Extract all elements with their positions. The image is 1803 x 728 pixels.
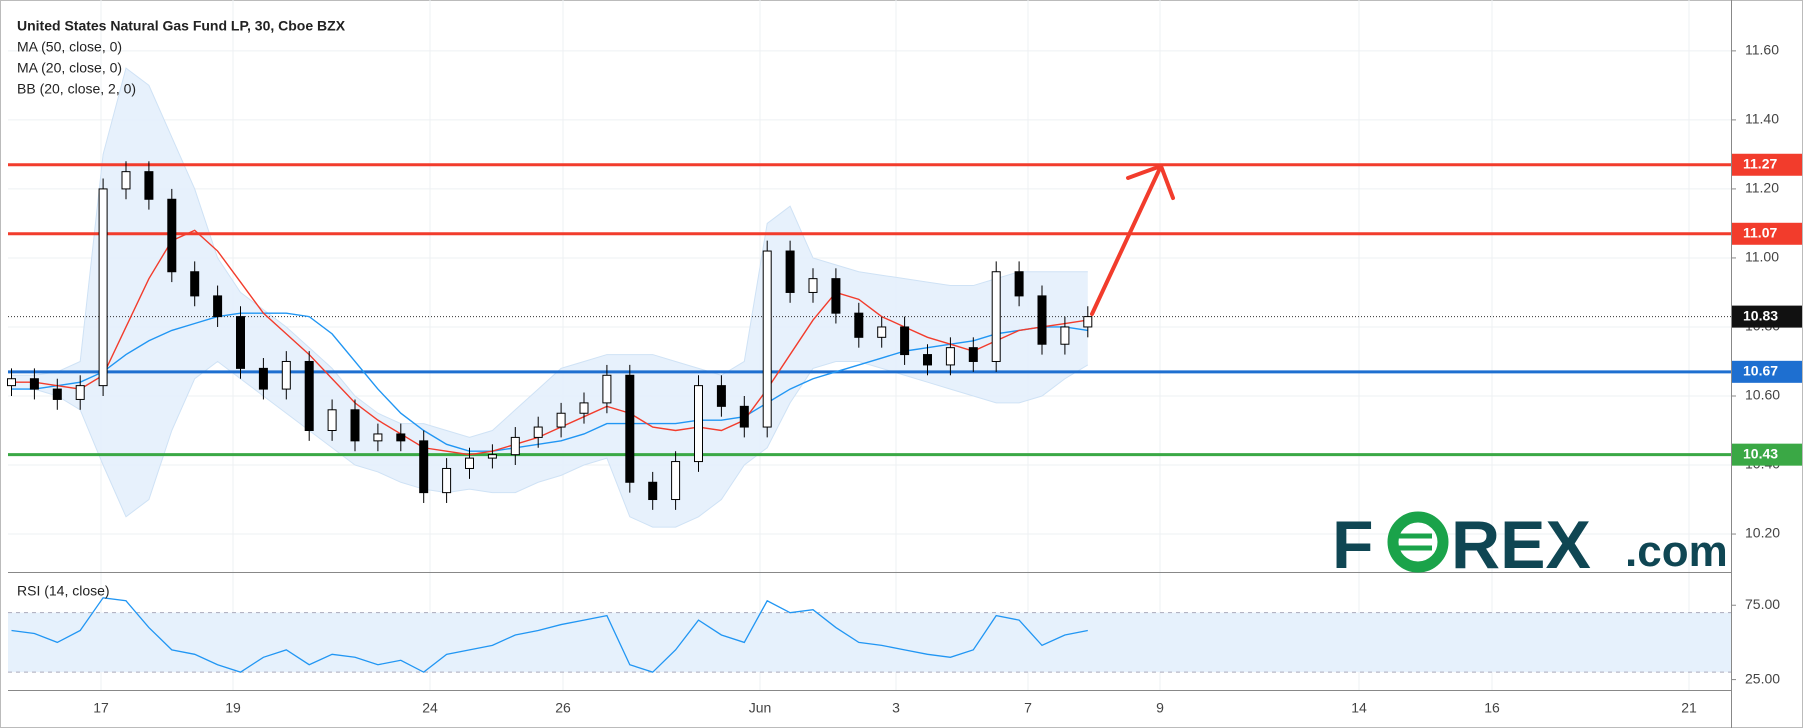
candle-body bbox=[281, 360, 291, 390]
candle-body bbox=[739, 405, 749, 428]
rsi-label: RSI (14, close) bbox=[17, 583, 110, 599]
candle-body bbox=[7, 378, 16, 387]
price-tag bbox=[1732, 153, 1802, 176]
candle-body bbox=[442, 467, 452, 494]
rsi-band bbox=[8, 612, 1731, 673]
candle-body bbox=[831, 278, 841, 314]
candle-body bbox=[648, 481, 658, 501]
candle-body bbox=[52, 388, 62, 400]
candle-body bbox=[167, 198, 177, 273]
candle-body bbox=[694, 385, 703, 463]
x-tick-label: 24 bbox=[422, 700, 438, 716]
candle-body bbox=[373, 433, 383, 442]
x-tick-label: 21 bbox=[1681, 700, 1697, 716]
x-tick-label: 14 bbox=[1351, 700, 1367, 716]
candle-body bbox=[716, 385, 726, 407]
candle-body bbox=[762, 250, 772, 428]
price-tag bbox=[1732, 360, 1802, 383]
candle-body bbox=[350, 409, 360, 442]
candle-body bbox=[396, 433, 406, 442]
candle-body bbox=[785, 250, 795, 293]
arrow-head bbox=[1126, 163, 1175, 200]
candle-body bbox=[213, 295, 223, 318]
y-tick-label: 10.20 bbox=[1745, 525, 1780, 541]
candle-body bbox=[671, 461, 681, 501]
candle-body bbox=[121, 171, 131, 190]
rsi-tick-label: 25.00 bbox=[1745, 670, 1780, 686]
candle-body bbox=[510, 436, 520, 456]
candle-body bbox=[900, 326, 910, 356]
arrow-shaft bbox=[1090, 164, 1163, 316]
y-tick-label: 11.20 bbox=[1745, 180, 1779, 196]
chart-title: United States Natural Gas Fund LP, 30, C… bbox=[17, 18, 346, 34]
candle-body bbox=[1083, 316, 1093, 328]
y-tick-label: 10.60 bbox=[1745, 387, 1780, 403]
candle-body bbox=[602, 374, 612, 404]
candle-body bbox=[923, 354, 932, 366]
candle-body bbox=[945, 347, 955, 366]
bb-fill bbox=[11, 68, 1088, 528]
plot-layer bbox=[7, 67, 1731, 673]
candle-body bbox=[579, 402, 589, 414]
background-layer bbox=[8, 0, 1731, 690]
candle-body bbox=[75, 385, 85, 400]
x-tick-label: 9 bbox=[1156, 700, 1164, 716]
x-tick-label: 17 bbox=[93, 700, 109, 716]
price-tag bbox=[1732, 305, 1802, 328]
candle-body bbox=[236, 316, 245, 369]
rsi-line bbox=[11, 597, 1088, 673]
candle-body bbox=[465, 457, 474, 469]
bb-upper bbox=[11, 67, 1088, 438]
projection-arrow bbox=[1090, 163, 1175, 316]
candle-body bbox=[29, 378, 39, 390]
candle-body bbox=[877, 326, 887, 338]
x-tick-label: 7 bbox=[1024, 700, 1032, 716]
logo-text: REX bbox=[1451, 507, 1591, 583]
price-tag-label: 10.43 bbox=[1743, 445, 1778, 461]
y-tick-label: 11.00 bbox=[1745, 249, 1779, 265]
price-tag-label: 11.07 bbox=[1743, 224, 1777, 240]
logo-o bbox=[1387, 511, 1449, 573]
x-tick-label: Jun bbox=[749, 700, 772, 716]
candle-body bbox=[327, 409, 337, 432]
logo: F REX .com bbox=[1332, 507, 1728, 583]
candle-body bbox=[808, 278, 818, 293]
price-tag bbox=[1732, 222, 1802, 245]
price-tag-label: 10.83 bbox=[1743, 307, 1778, 323]
bb-lower bbox=[11, 360, 1089, 528]
y-tick-label: 11.40 bbox=[1745, 111, 1779, 127]
candle-body bbox=[1060, 326, 1070, 345]
x-tick-label: 26 bbox=[555, 700, 571, 716]
y-tick-label: 11.60 bbox=[1745, 42, 1779, 58]
price-tag-label: 10.67 bbox=[1743, 363, 1778, 379]
x-tick-label: 16 bbox=[1484, 700, 1500, 716]
candle-body bbox=[144, 171, 154, 200]
logo-text: F bbox=[1332, 507, 1374, 583]
candle-body bbox=[1037, 295, 1047, 345]
candle-body bbox=[625, 374, 635, 483]
indicator-label: BB (20, close, 2, 0) bbox=[17, 81, 136, 97]
logo-text: .com bbox=[1625, 527, 1728, 576]
candle-body bbox=[487, 454, 497, 459]
price-tag bbox=[1732, 443, 1802, 466]
candle-body bbox=[98, 188, 108, 387]
price-tag-label: 11.27 bbox=[1743, 155, 1777, 171]
candle-body bbox=[991, 271, 1001, 362]
candle-body bbox=[533, 426, 543, 438]
indicator-label: MA (50, close, 0) bbox=[17, 39, 122, 55]
indicator-label: MA (20, close, 0) bbox=[17, 60, 122, 76]
candle-body bbox=[304, 360, 314, 432]
rsi-tick-label: 75.00 bbox=[1745, 596, 1780, 612]
candle-body bbox=[854, 312, 864, 338]
candle-body bbox=[190, 271, 200, 297]
candle-body bbox=[556, 412, 566, 428]
x-tick-label: 3 bbox=[892, 700, 900, 716]
candle-body bbox=[968, 347, 978, 362]
x-tick-label: 19 bbox=[225, 700, 241, 716]
foreground-layer: United States Natural Gas Fund LP, 30, C… bbox=[8, 0, 1802, 728]
candle-body bbox=[258, 367, 268, 390]
candle-body bbox=[419, 440, 429, 494]
candle-body bbox=[1014, 271, 1024, 297]
